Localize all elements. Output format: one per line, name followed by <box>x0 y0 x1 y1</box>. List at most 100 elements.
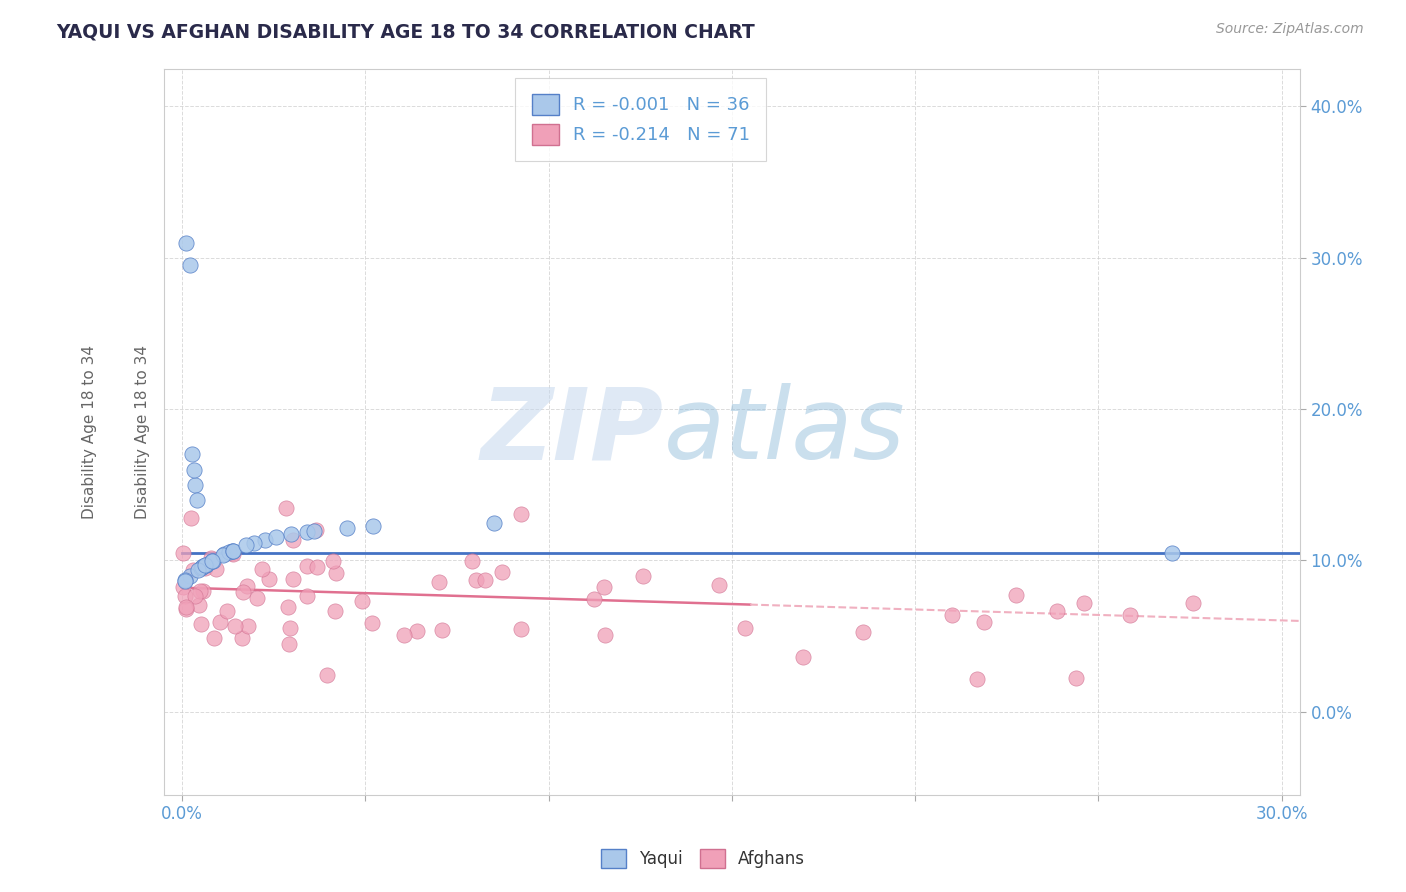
Point <box>181 562 204 576</box>
Point <box>427 574 450 589</box>
Point <box>281 572 304 586</box>
Point <box>474 574 496 588</box>
Point <box>190 561 212 575</box>
Point <box>200 551 222 566</box>
Point <box>593 628 616 642</box>
Point <box>243 536 266 550</box>
Point <box>297 559 319 574</box>
Point <box>181 448 204 462</box>
Point <box>174 599 197 614</box>
Text: YAQUI VS AFGHAN DISABILITY AGE 18 TO 34 CORRELATION CHART: YAQUI VS AFGHAN DISABILITY AGE 18 TO 34 … <box>56 22 755 41</box>
Point <box>280 527 302 541</box>
Point <box>235 538 257 552</box>
Legend: R = -0.001   N = 36, R = -0.214   N = 71: R = -0.001 N = 36, R = -0.214 N = 71 <box>516 78 766 161</box>
Point <box>491 566 513 580</box>
Point <box>193 584 215 599</box>
Point <box>464 574 486 588</box>
Text: Disability Age 18 to 34: Disability Age 18 to 34 <box>83 345 97 519</box>
Point <box>350 594 373 608</box>
Point <box>172 580 194 594</box>
Point <box>194 560 217 574</box>
Point <box>224 619 246 633</box>
Point <box>336 520 359 534</box>
Point <box>232 585 254 599</box>
Point <box>792 650 814 665</box>
Point <box>221 546 243 560</box>
Point <box>254 533 277 547</box>
Point <box>510 507 533 521</box>
Point <box>583 592 606 607</box>
Point <box>194 558 217 572</box>
Point <box>173 589 195 603</box>
Point <box>188 584 211 599</box>
Point <box>201 553 224 567</box>
Point <box>307 559 329 574</box>
Point <box>1160 546 1182 560</box>
Point <box>221 544 243 558</box>
Point <box>174 574 197 588</box>
Point <box>179 258 201 272</box>
Point <box>200 554 222 568</box>
Point <box>707 578 730 592</box>
Text: Source: ZipAtlas.com: Source: ZipAtlas.com <box>1216 22 1364 37</box>
Point <box>184 477 207 491</box>
Point <box>304 524 326 538</box>
Point <box>190 616 212 631</box>
Point <box>172 545 194 559</box>
Point <box>1005 588 1028 602</box>
Point <box>1181 596 1204 610</box>
Point <box>180 511 202 525</box>
Point <box>406 624 429 638</box>
Point <box>195 558 218 572</box>
Point <box>214 548 236 562</box>
Point <box>231 631 253 645</box>
Point <box>236 579 259 593</box>
Point <box>1064 671 1087 685</box>
Point <box>179 569 201 583</box>
Point <box>1073 596 1095 610</box>
Text: ZIP: ZIP <box>481 384 664 480</box>
Point <box>238 619 260 633</box>
Point <box>174 602 197 616</box>
Point <box>852 625 875 640</box>
Point <box>259 572 281 586</box>
Point <box>222 543 245 558</box>
Point <box>973 615 995 629</box>
Point <box>430 624 453 638</box>
Point <box>191 560 214 574</box>
Point <box>361 615 384 630</box>
Point <box>252 562 274 576</box>
Point <box>734 621 756 635</box>
Point <box>246 591 269 605</box>
Point <box>295 524 318 539</box>
Point <box>482 516 505 530</box>
Point <box>295 589 318 603</box>
Point <box>187 563 209 577</box>
Text: atlas: atlas <box>664 384 905 480</box>
Point <box>323 604 346 618</box>
Point <box>222 547 245 561</box>
Point <box>277 599 299 614</box>
Point <box>201 554 224 568</box>
Point <box>205 562 228 576</box>
Point <box>941 608 963 623</box>
Point <box>208 615 231 630</box>
Y-axis label: Disability Age 18 to 34: Disability Age 18 to 34 <box>135 345 149 519</box>
Point <box>183 462 205 476</box>
Point <box>264 530 287 544</box>
Point <box>173 574 195 588</box>
Point <box>1119 608 1142 623</box>
Point <box>193 559 215 574</box>
Point <box>194 558 217 572</box>
Point <box>325 566 347 580</box>
Point <box>202 632 225 646</box>
Point <box>218 545 240 559</box>
Point <box>183 590 205 604</box>
Point <box>305 523 328 537</box>
Point <box>593 580 616 594</box>
Point <box>174 235 197 250</box>
Point <box>186 492 208 507</box>
Point <box>212 548 235 562</box>
Point <box>322 553 344 567</box>
Point <box>222 543 245 558</box>
